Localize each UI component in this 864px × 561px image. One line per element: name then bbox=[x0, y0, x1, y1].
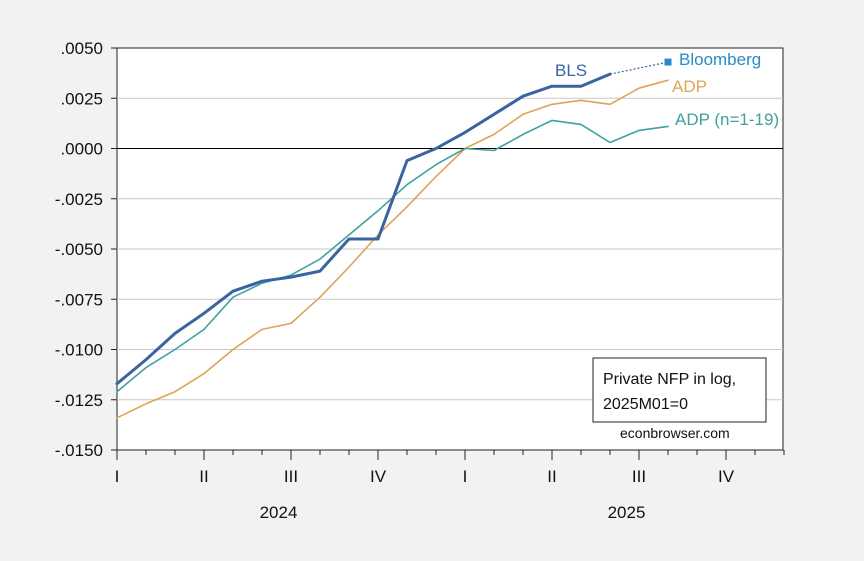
legend-label: Bloomberg bbox=[679, 50, 761, 69]
y-tick-label: -.0125 bbox=[55, 391, 103, 410]
legend-label: BLS bbox=[555, 61, 587, 80]
y-tick-label: -.0050 bbox=[55, 240, 103, 259]
x-quarter-label: IV bbox=[718, 467, 735, 486]
series-line-adp bbox=[116, 79, 669, 419]
x-quarter-label: III bbox=[632, 467, 646, 486]
axes: .0050 .0025 .0000 -.0025 -.0050 -.0075 -.0100 -… bbox=[55, 39, 785, 522]
x-quarter-label: III bbox=[284, 467, 298, 486]
annotation-line-2: 2025M01=0 bbox=[603, 396, 688, 413]
annotation-line-1: Private NFP in log, bbox=[603, 371, 736, 388]
x-year-label: 2024 bbox=[260, 503, 298, 522]
y-tick-label: -.0075 bbox=[55, 290, 103, 309]
series-line-bls bbox=[115, 72, 612, 386]
y-tick-label: .0050 bbox=[60, 39, 103, 58]
x-quarter-label: IV bbox=[370, 467, 387, 486]
x-year-label: 2025 bbox=[608, 503, 646, 522]
x-quarter-label: II bbox=[199, 467, 208, 486]
annotation-box: Private NFP in log, 2025M01=0 bbox=[592, 357, 767, 423]
series-lines bbox=[115, 58, 672, 419]
bloomberg-connector bbox=[609, 61, 669, 75]
y-tick-label: -.0100 bbox=[55, 341, 103, 360]
series-labels: BLS ADP ADP (n=1-19) Bloomberg bbox=[555, 50, 779, 129]
x-quarter-label: I bbox=[463, 467, 468, 486]
y-tick-label: -.0025 bbox=[55, 190, 103, 209]
legend-label: ADP (n=1-19) bbox=[675, 110, 779, 129]
y-tick-label: -.0150 bbox=[55, 441, 103, 460]
y-tick-label: .0000 bbox=[60, 140, 103, 159]
y-tick-label: .0025 bbox=[60, 89, 103, 108]
x-quarter-label: I bbox=[115, 467, 120, 486]
x-quarter-label: II bbox=[547, 467, 556, 486]
legend-label: ADP bbox=[672, 77, 707, 96]
credit-text: econbrowser.com bbox=[620, 425, 730, 441]
annotation-frame bbox=[592, 357, 767, 423]
bloomberg-point bbox=[664, 58, 672, 66]
